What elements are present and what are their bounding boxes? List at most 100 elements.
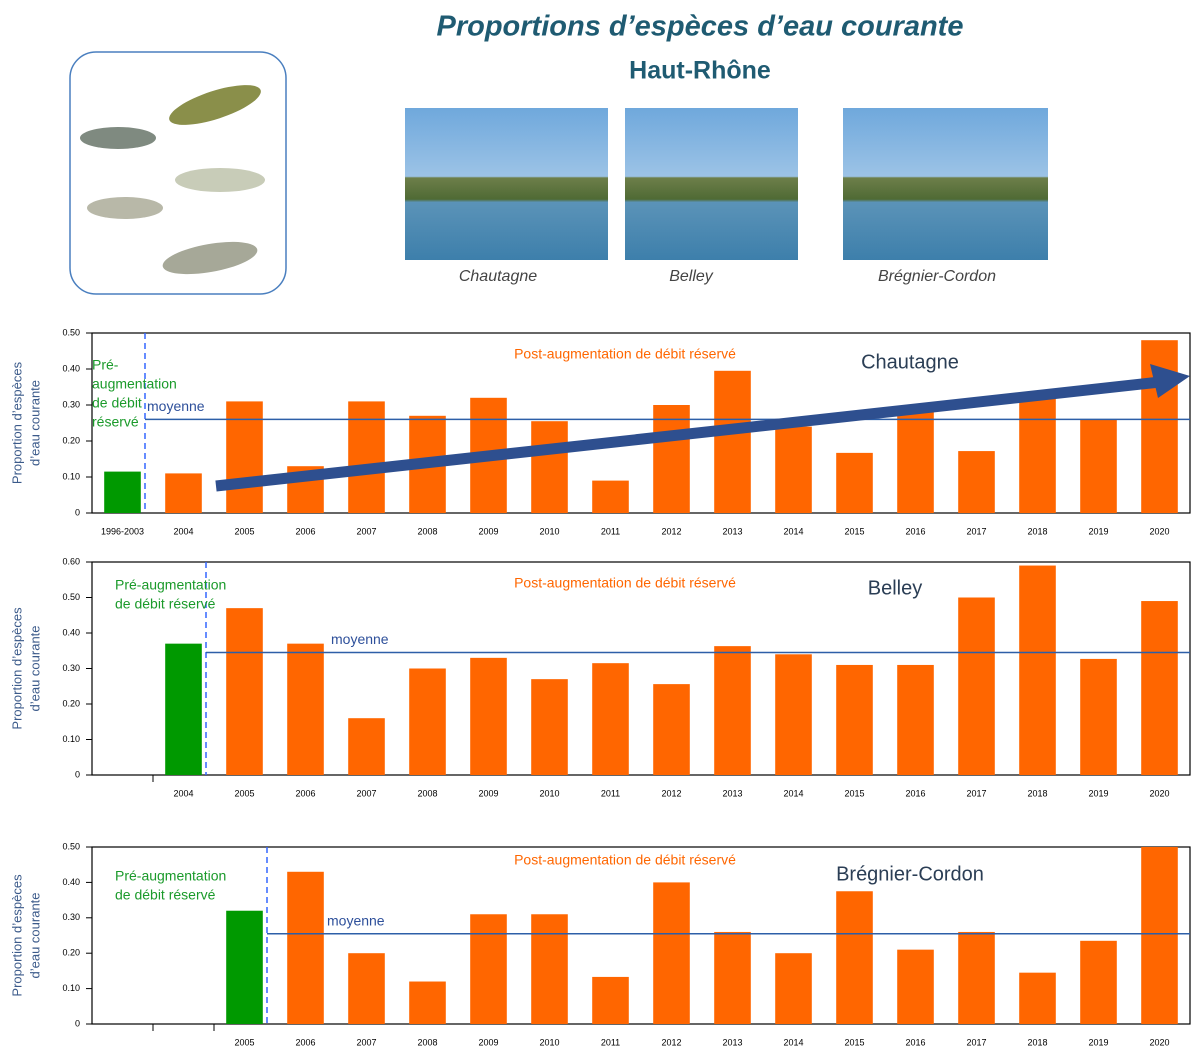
bar — [653, 405, 690, 513]
x-tick-label: 2008 — [417, 788, 437, 798]
x-tick-label: 2009 — [478, 788, 498, 798]
y-tick-label: 0.40 — [62, 877, 80, 887]
bar — [653, 882, 690, 1024]
x-tick-label: 2006 — [295, 788, 315, 798]
x-tick-label: 2004 — [173, 526, 193, 536]
bar — [348, 718, 385, 775]
x-tick-label: 2015 — [844, 526, 864, 536]
bar — [531, 679, 568, 775]
x-tick-label: 2011 — [601, 1037, 620, 1047]
post-label: Post-augmentation de débit réservé — [514, 346, 736, 362]
x-tick-label: 2018 — [1027, 526, 1047, 536]
y-tick-label: 0.30 — [62, 663, 80, 673]
y-tick-label: 0.60 — [62, 556, 80, 566]
x-tick-label: 2020 — [1149, 526, 1169, 536]
pre-label: réservé — [92, 414, 139, 430]
x-tick-label: 2010 — [539, 526, 559, 536]
bar — [897, 949, 934, 1024]
bar — [1080, 940, 1117, 1024]
x-tick-label: 2013 — [722, 1037, 742, 1047]
x-tick-label: 2016 — [905, 788, 925, 798]
post-label: Post-augmentation de débit réservé — [514, 575, 736, 591]
bar — [348, 953, 385, 1024]
x-tick-label: 2014 — [783, 788, 803, 798]
bar — [1019, 394, 1056, 513]
y-tick-label: 0.20 — [62, 698, 80, 708]
x-tick-label: 2019 — [1088, 526, 1108, 536]
pre-label: de débit réservé — [115, 596, 216, 612]
pre-label: de débit — [92, 395, 142, 411]
x-tick-label: 2012 — [661, 1037, 681, 1047]
y-tick-label: 0.10 — [62, 734, 80, 744]
bar — [836, 664, 873, 775]
bar — [287, 643, 324, 775]
x-tick-label: 2007 — [356, 788, 376, 798]
y-tick-label: 0.40 — [62, 363, 80, 373]
bar — [1019, 972, 1056, 1024]
charts: 0 0.10 0.20 0.30 0.40 0.50 Proportion d’espèce… — [9, 327, 1191, 1047]
y-tick-label: 0.30 — [62, 912, 80, 922]
bar — [1141, 340, 1178, 513]
chart-title: Chautagne — [861, 351, 959, 373]
bar — [1141, 601, 1178, 775]
bar — [897, 664, 934, 775]
x-tick-label: 2004 — [173, 788, 193, 798]
bar — [409, 981, 446, 1024]
photo-caption: Brégnier-Cordon — [878, 268, 996, 285]
bar — [1080, 658, 1117, 775]
plot-frame — [91, 332, 1191, 514]
post-label: Post-augmentation de débit réservé — [514, 852, 736, 868]
x-tick-label: 1996-2003 — [101, 526, 144, 536]
pre-label: Pré- — [92, 357, 119, 373]
x-tick-label: 2018 — [1027, 1037, 1047, 1047]
y-tick-label: 0.50 — [62, 841, 80, 851]
x-tick-label: 2009 — [478, 1037, 498, 1047]
x-tick-label: 2020 — [1149, 788, 1169, 798]
pre-label: augmentation — [92, 376, 177, 392]
x-tick-label: 2006 — [295, 1037, 315, 1047]
x-tick-label: 2010 — [539, 788, 559, 798]
bar — [1080, 419, 1117, 513]
chart-title: Brégnier-Cordon — [836, 863, 984, 885]
y-tick-label: 0.30 — [62, 399, 80, 409]
bar — [104, 471, 141, 513]
bar — [897, 408, 934, 513]
x-tick-label: 2017 — [966, 788, 986, 798]
bar — [653, 684, 690, 775]
pre-label: de débit réservé — [115, 887, 216, 903]
y-tick-label: 0.40 — [62, 627, 80, 637]
y-tick-label: 0 — [75, 769, 80, 779]
bar — [592, 663, 629, 775]
y-axis-label: Proportion d’espèces — [9, 607, 24, 730]
bar — [775, 953, 812, 1024]
photos — [405, 108, 1048, 260]
bar — [958, 931, 995, 1024]
x-tick-label: 2018 — [1027, 788, 1047, 798]
y-tick-label: 0.10 — [62, 471, 80, 481]
pre-label: Pré-augmentation — [115, 577, 226, 593]
x-tick-label: 2015 — [844, 788, 864, 798]
x-tick-label: 2016 — [905, 526, 925, 536]
chart-title: Belley — [868, 577, 922, 599]
x-tick-label: 2016 — [905, 1037, 925, 1047]
bar — [958, 451, 995, 513]
bar — [714, 370, 751, 513]
y-axis-label: Proportion d’espèces — [9, 361, 24, 484]
bar — [775, 426, 812, 513]
bar — [714, 931, 751, 1024]
title: Proportions d’espèces d’eau courante — [437, 11, 964, 43]
x-tick-label: 2005 — [234, 526, 254, 536]
bar — [531, 421, 568, 513]
bar — [470, 914, 507, 1024]
x-tick-label: 2008 — [417, 526, 437, 536]
x-tick-label: 2014 — [783, 1037, 803, 1047]
trend-arrow — [215, 364, 1190, 492]
x-tick-label: 2015 — [844, 1037, 864, 1047]
x-tick-label: 2011 — [601, 526, 620, 536]
x-tick-label: 2017 — [966, 526, 986, 536]
bar — [531, 914, 568, 1024]
fish-illustration — [69, 51, 287, 295]
bar — [592, 480, 629, 513]
bar — [714, 646, 751, 775]
